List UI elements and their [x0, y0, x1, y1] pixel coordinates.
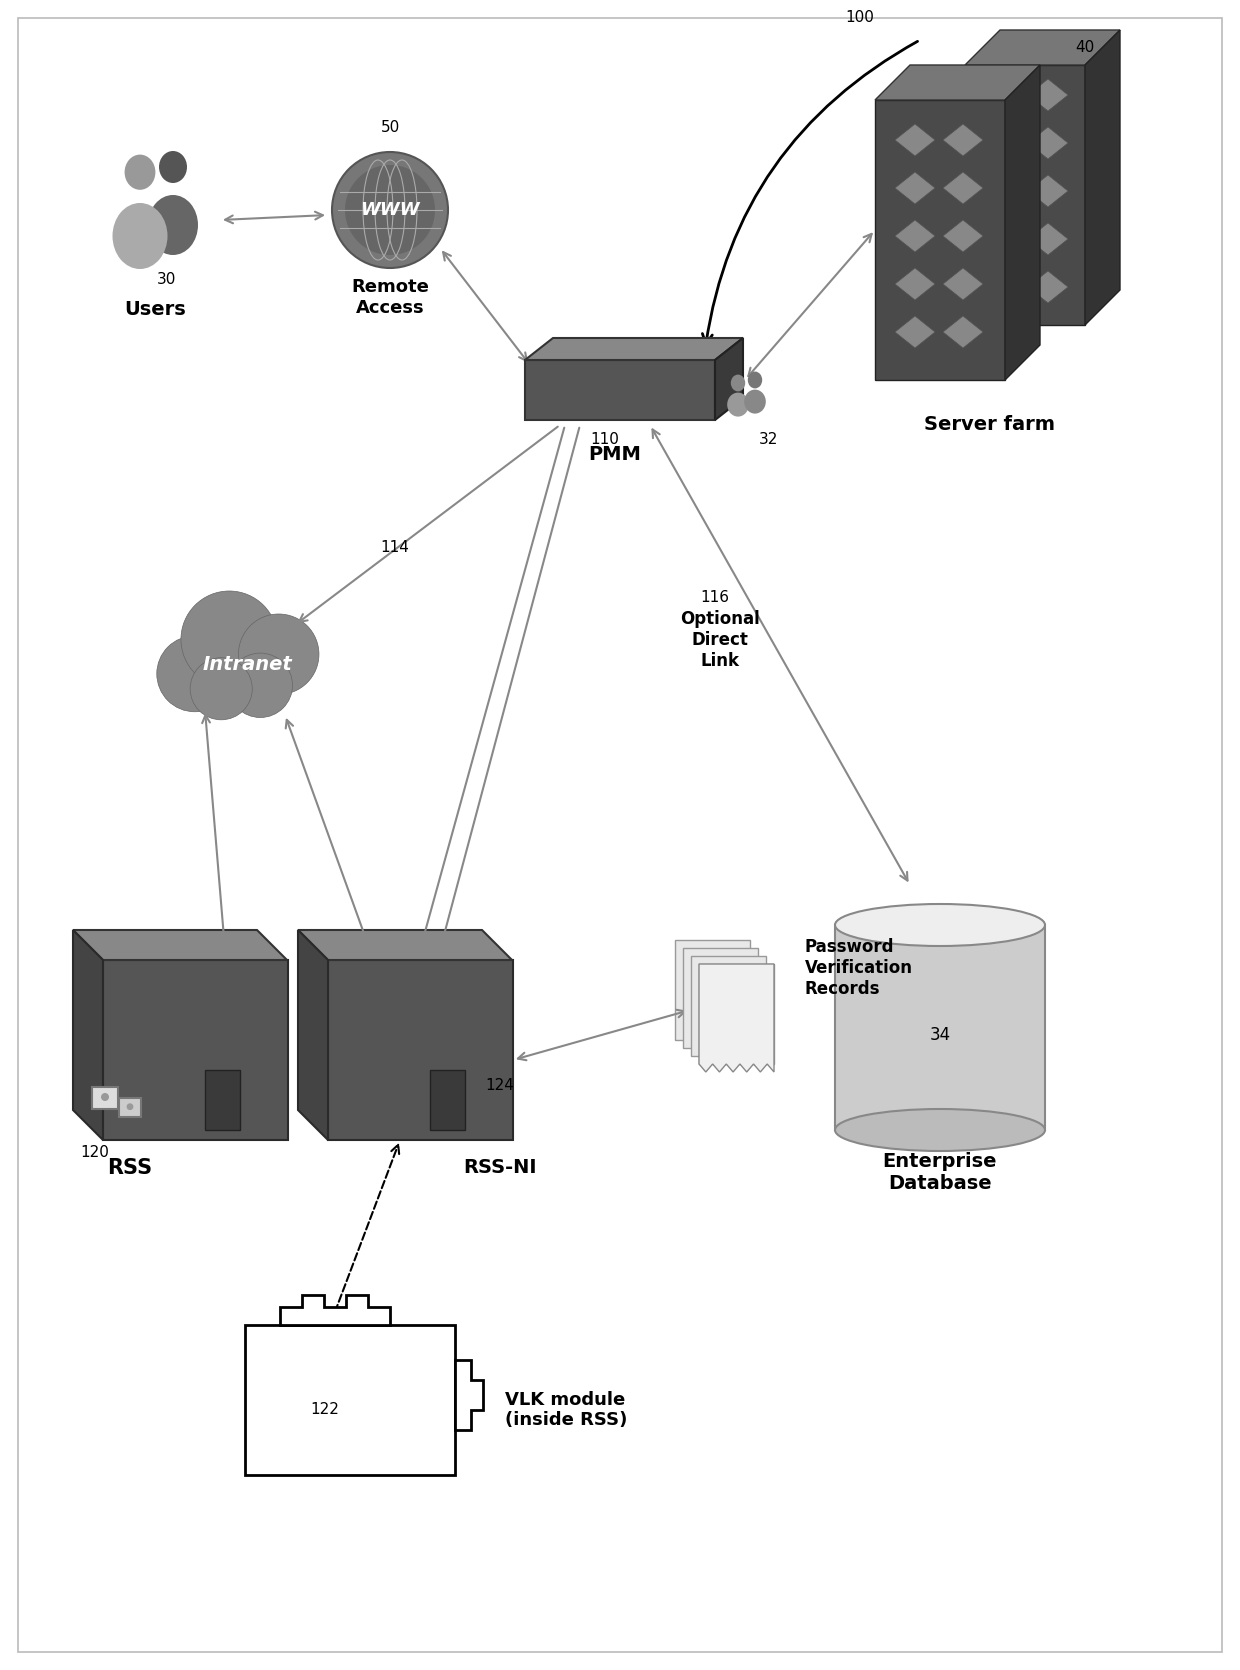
Polygon shape — [942, 220, 983, 252]
Bar — [675, 940, 750, 1040]
Ellipse shape — [159, 150, 187, 184]
Text: Server farm: Server farm — [925, 416, 1055, 434]
Text: RSS-NI: RSS-NI — [464, 1157, 537, 1177]
Circle shape — [100, 1092, 109, 1101]
Polygon shape — [73, 930, 286, 960]
Polygon shape — [895, 316, 935, 347]
Bar — [92, 1087, 118, 1109]
Text: Optional
Direct
Link: Optional Direct Link — [680, 610, 760, 670]
Polygon shape — [280, 1294, 391, 1324]
Bar — [835, 925, 1045, 1131]
Polygon shape — [965, 30, 1120, 65]
Text: 114: 114 — [381, 539, 409, 554]
Circle shape — [238, 615, 319, 695]
Text: 50: 50 — [381, 120, 399, 135]
Bar — [965, 65, 1085, 326]
Circle shape — [126, 1104, 134, 1111]
Bar — [205, 1070, 241, 1131]
Bar — [875, 100, 1004, 381]
Polygon shape — [895, 172, 935, 204]
Polygon shape — [895, 220, 935, 252]
Bar — [430, 1070, 465, 1131]
Text: 124: 124 — [486, 1079, 515, 1092]
Text: Remote
Access: Remote Access — [351, 277, 429, 317]
Polygon shape — [980, 271, 1021, 302]
Ellipse shape — [730, 374, 745, 391]
Polygon shape — [699, 964, 774, 1072]
Bar — [103, 960, 288, 1141]
Text: 30: 30 — [157, 272, 176, 287]
Polygon shape — [1085, 30, 1120, 326]
Text: 110: 110 — [590, 433, 620, 448]
Polygon shape — [942, 267, 983, 301]
Text: 34: 34 — [930, 1025, 951, 1044]
Bar — [699, 964, 774, 1064]
Ellipse shape — [124, 155, 155, 190]
Polygon shape — [1028, 127, 1068, 159]
Circle shape — [332, 152, 448, 267]
Ellipse shape — [727, 392, 749, 416]
Text: 116: 116 — [701, 590, 729, 605]
Text: 40: 40 — [1075, 40, 1095, 55]
Ellipse shape — [748, 372, 763, 389]
Polygon shape — [895, 267, 935, 301]
Polygon shape — [455, 1359, 484, 1430]
Ellipse shape — [148, 195, 198, 256]
Polygon shape — [1028, 78, 1068, 110]
Text: WWW: WWW — [360, 200, 420, 219]
Circle shape — [181, 591, 278, 688]
Polygon shape — [1004, 65, 1040, 381]
Text: Intranet: Intranet — [202, 656, 291, 675]
Text: RSS: RSS — [108, 1157, 153, 1177]
Text: 120: 120 — [81, 1146, 109, 1161]
Bar — [119, 1099, 141, 1117]
Polygon shape — [980, 175, 1021, 207]
Polygon shape — [73, 930, 103, 1141]
Polygon shape — [980, 127, 1021, 159]
Text: Enterprise
Database: Enterprise Database — [883, 1152, 997, 1192]
Polygon shape — [1028, 175, 1068, 207]
Ellipse shape — [835, 1109, 1045, 1151]
Polygon shape — [715, 337, 743, 419]
Ellipse shape — [113, 204, 167, 269]
Bar — [683, 949, 758, 1049]
Polygon shape — [525, 337, 743, 361]
Polygon shape — [1028, 224, 1068, 256]
Ellipse shape — [345, 165, 435, 256]
Bar — [691, 955, 766, 1055]
Bar — [329, 960, 513, 1141]
Text: Password
Verification
Records: Password Verification Records — [805, 939, 913, 997]
Text: 32: 32 — [759, 433, 777, 448]
Bar — [246, 1324, 455, 1475]
Polygon shape — [980, 224, 1021, 256]
Text: 122: 122 — [310, 1403, 340, 1418]
Text: Users: Users — [124, 301, 186, 319]
Polygon shape — [298, 930, 512, 960]
Polygon shape — [875, 65, 1040, 100]
Circle shape — [190, 658, 252, 720]
Polygon shape — [942, 172, 983, 204]
Circle shape — [156, 636, 233, 711]
Ellipse shape — [744, 389, 766, 414]
Polygon shape — [895, 124, 935, 155]
Polygon shape — [942, 316, 983, 347]
Polygon shape — [1028, 271, 1068, 302]
Polygon shape — [980, 78, 1021, 110]
Circle shape — [228, 653, 293, 718]
Text: 100: 100 — [846, 10, 874, 25]
Bar — [525, 361, 715, 419]
Text: PMM: PMM — [589, 444, 641, 464]
Ellipse shape — [835, 903, 1045, 945]
Polygon shape — [298, 930, 329, 1141]
Polygon shape — [942, 124, 983, 155]
Text: VLK module
(inside RSS): VLK module (inside RSS) — [505, 1391, 627, 1430]
